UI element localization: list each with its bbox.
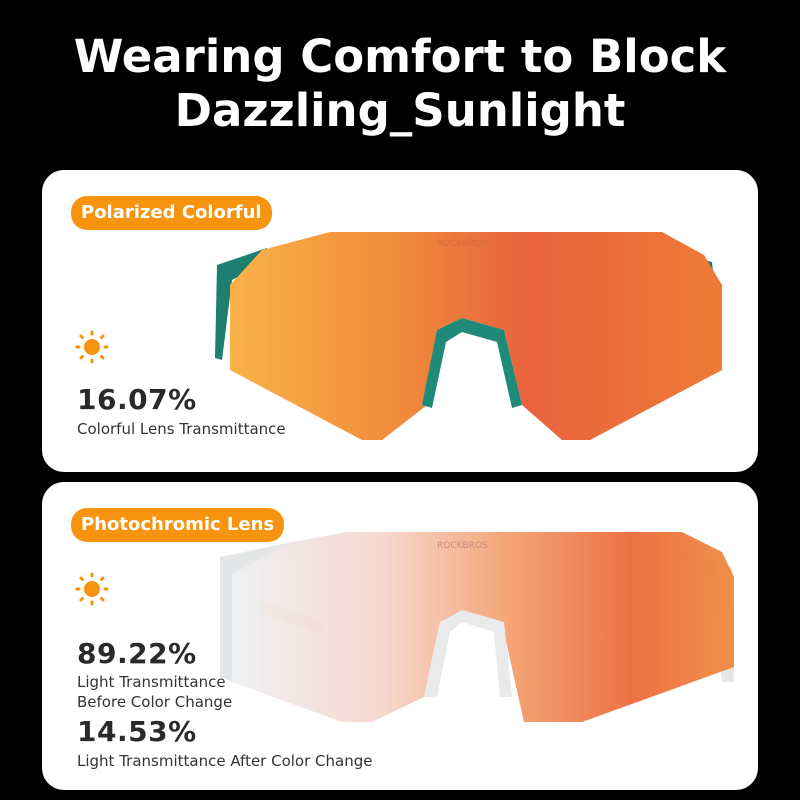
before-change-label-line-2: Before Color Change: [77, 693, 233, 711]
colorful-transmittance-label: Colorful Lens Transmittance: [77, 420, 286, 438]
photochromic-glasses-image: ROCKBROS: [220, 532, 734, 722]
before-change-label-line-1: Light Transmittance: [77, 673, 226, 691]
brand-logo: ROCKBROS: [437, 541, 488, 551]
photochromic-badge: Photochromic Lens: [71, 508, 285, 542]
headline: Wearing Comfort to Block Dazzling_Sunlig…: [0, 30, 800, 138]
polarized-badge: Polarized Colorful: [71, 196, 272, 230]
after-change-value: 14.53%: [77, 715, 197, 748]
before-change-value: 89.22%: [77, 637, 197, 670]
photochromic-card: ROCKBROS Photochromic Lens 89.22% Light …: [42, 482, 758, 790]
sun-icon: [75, 572, 109, 606]
polarized-glasses-image: ROCKBROS: [215, 232, 722, 440]
sun-icon: [75, 330, 109, 364]
after-change-label: Light Transmittance After Color Change: [77, 752, 373, 770]
polarized-card: ROCKBROS Polarized Colorful 16.07% Color…: [42, 170, 758, 472]
brand-logo: ROCKBROS: [437, 239, 488, 249]
colorful-transmittance-value: 16.07%: [77, 383, 197, 416]
headline-line-1: Wearing Comfort to Block: [73, 30, 727, 83]
headline-line-2: Dazzling_Sunlight: [174, 84, 626, 137]
